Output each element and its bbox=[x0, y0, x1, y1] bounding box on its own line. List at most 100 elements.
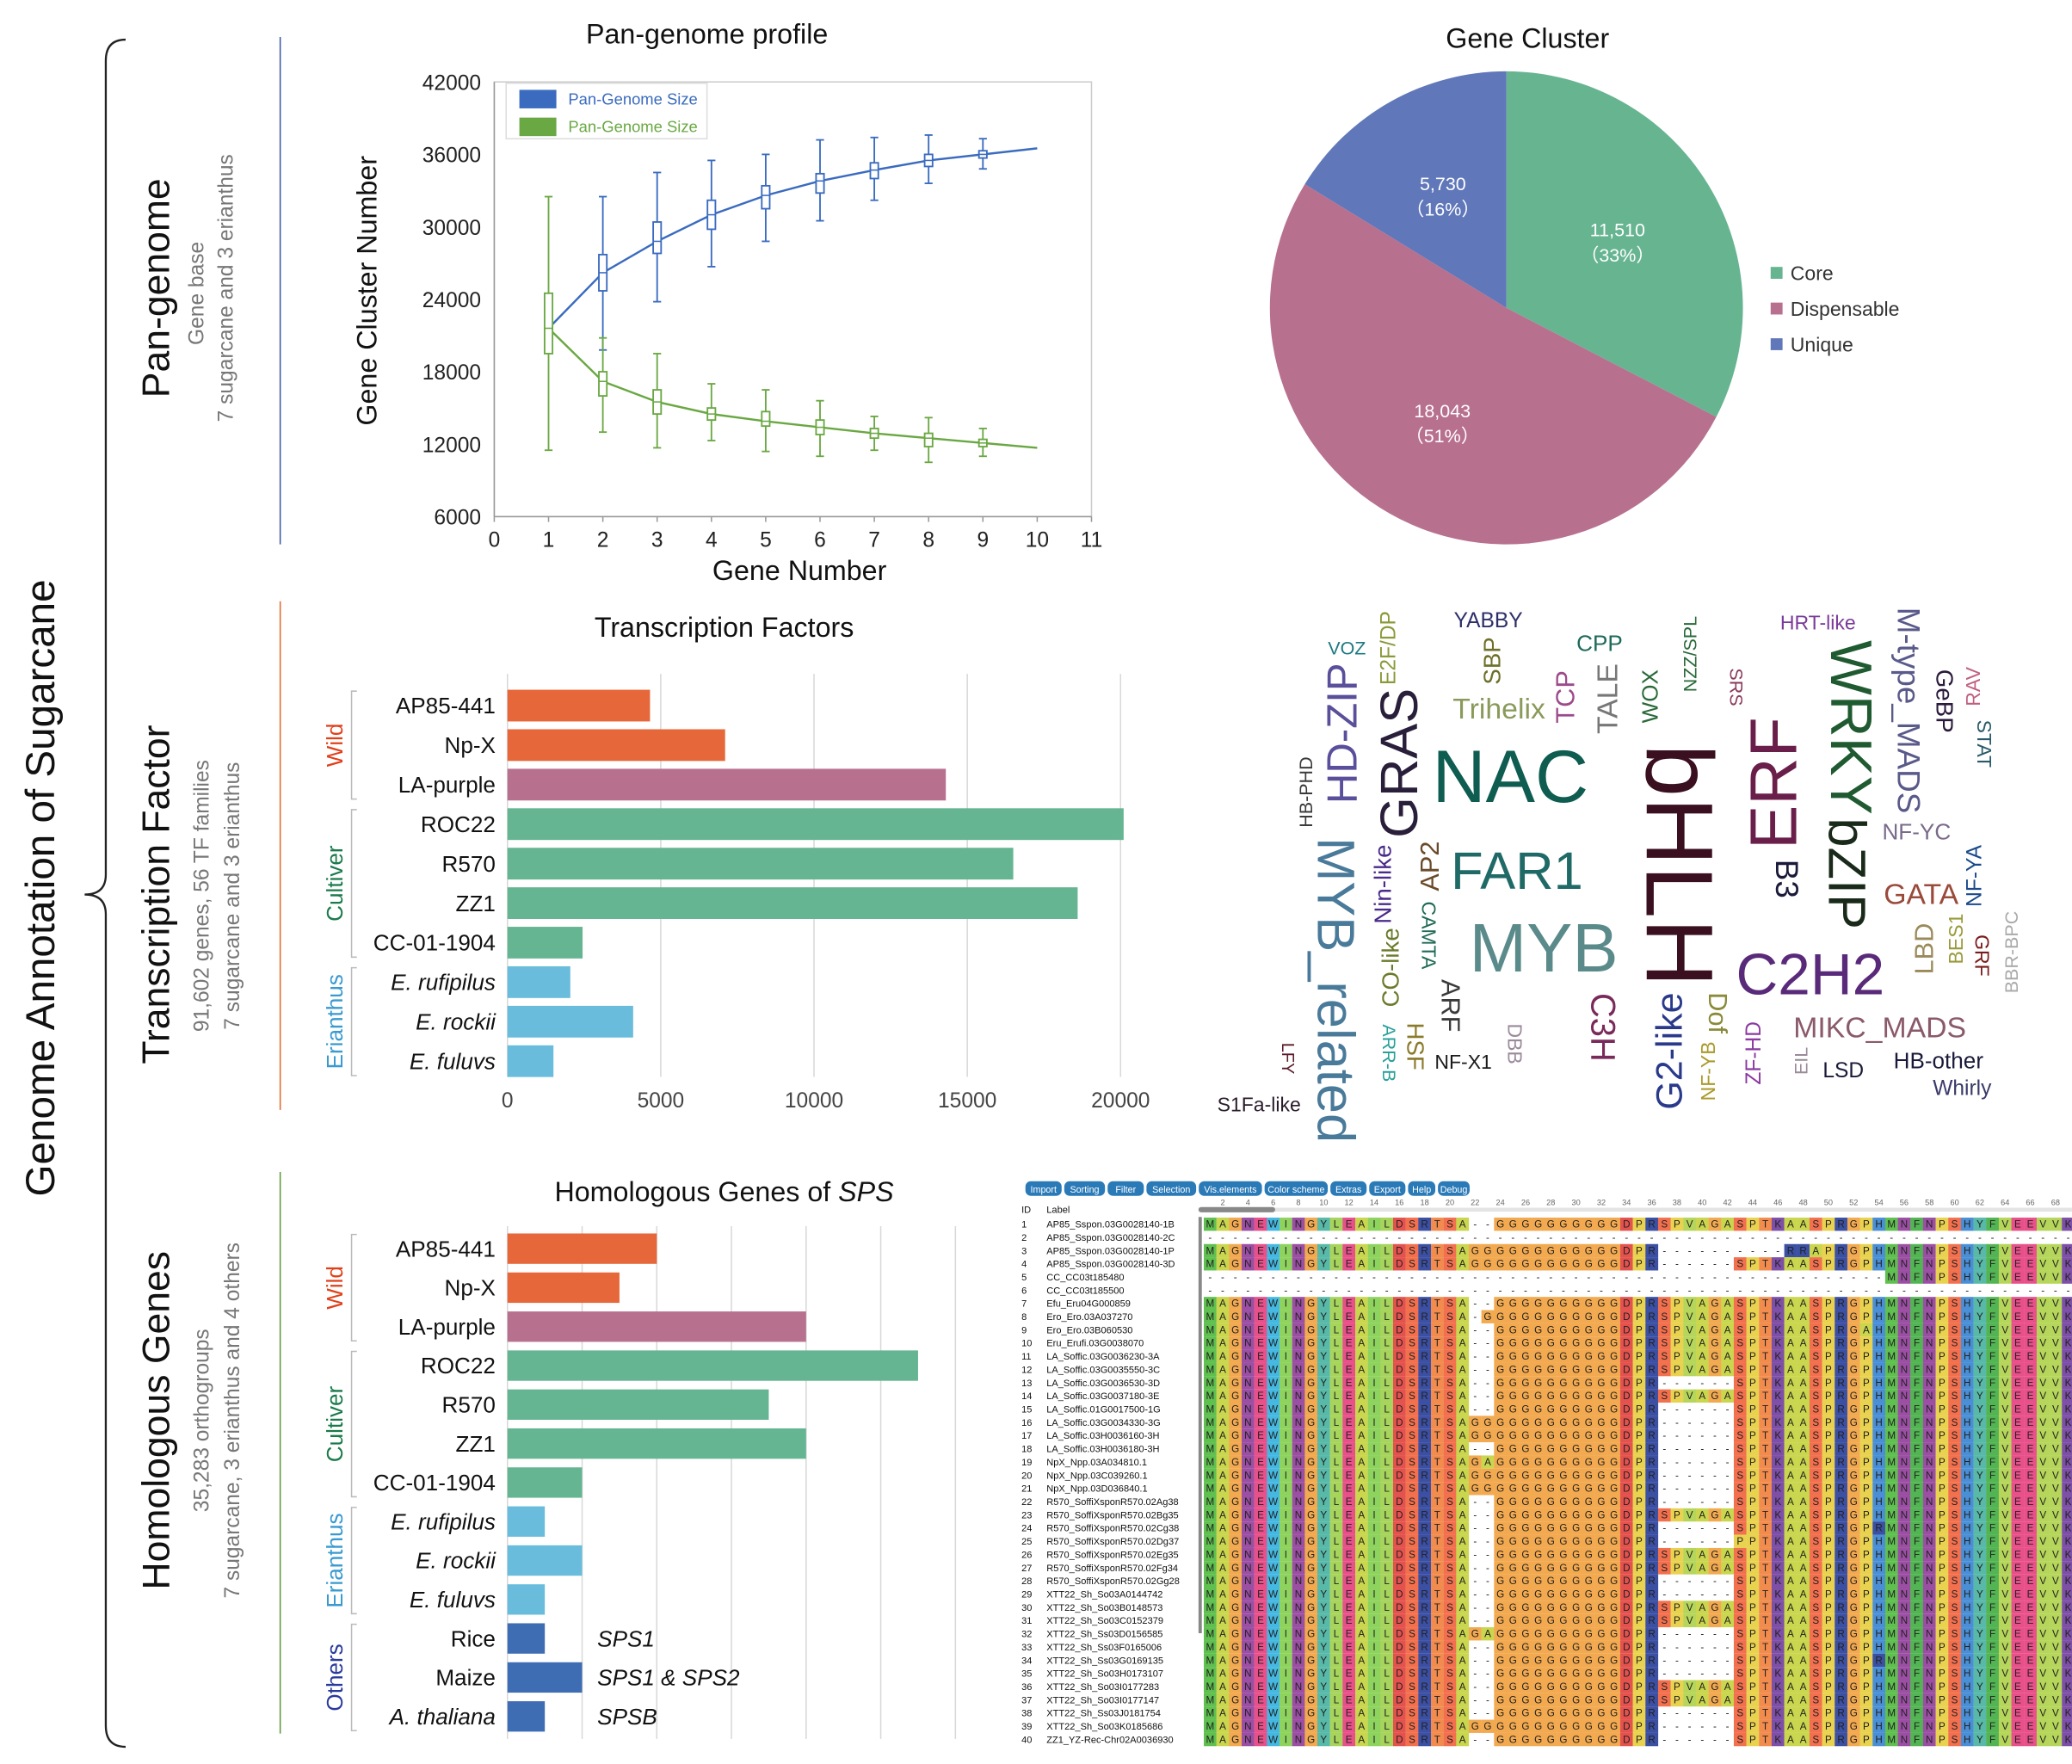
alignment-row[interactable]: 6 CC_CC03t185500- - - - - - - - - - - - - - - - - - - - - - - - -… bbox=[1021, 1285, 2070, 1296]
residue: N bbox=[1901, 1549, 1908, 1560]
alignment-row[interactable]: 19 NpX_Npp.03A034810.1 M A G N E W I N G Y L E A I L D S R T… bbox=[1021, 1455, 2072, 1469]
alignment-row[interactable]: 32 XTT22_Sh_Ss03D0156585 M A G N E W I N G Y L E A I L D S… bbox=[1021, 1627, 2072, 1641]
alignment-row[interactable]: 8 Ero_Ero.03A037270 M A G N E W I N G Y L E A I L D S R T S A -… bbox=[1021, 1310, 2072, 1323]
residue: N bbox=[1901, 1483, 1908, 1495]
residue: - bbox=[1473, 1615, 1477, 1626]
alignment-row[interactable]: 22 R570_SoffiXsponR570.02Ag38 M A G N E W I N G Y L E… bbox=[1021, 1495, 2072, 1508]
row-id: 3 bbox=[1021, 1246, 1027, 1256]
alignment-row[interactable]: 1 AP85_Sspon.03G0028140-1B M A G N E W I N G Y L E A I L… bbox=[1021, 1218, 2072, 1231]
toolbar-button-color-scheme[interactable]: Color scheme bbox=[1264, 1181, 1329, 1196]
residue: L bbox=[1334, 1378, 1340, 1389]
toolbar-button-help[interactable]: Help bbox=[1408, 1181, 1436, 1196]
vertical-scrollbar[interactable] bbox=[1198, 1217, 1202, 1633]
residue: G bbox=[1547, 1298, 1555, 1310]
residue: R bbox=[1648, 1523, 1655, 1534]
residue: E bbox=[2014, 1470, 2021, 1481]
residue: P bbox=[1825, 1298, 1832, 1310]
alignment-row[interactable]: 7 Efu_Eru04G000859 M A G N E W I N G Y L E A I L D S R T S A - -… bbox=[1021, 1297, 2072, 1311]
residue: N bbox=[1244, 1681, 1251, 1693]
alignment-row[interactable]: 3 AP85_Sspon.03G0028140-1P M A G N E W I N G Y L E A I L… bbox=[1021, 1243, 2072, 1258]
residue-cell bbox=[1216, 1297, 1230, 1311]
alignment-row[interactable]: 26 R570_SoffiXsponR570.02Eg35 M A G N E W I N G Y L E… bbox=[1021, 1547, 2072, 1562]
residue: - bbox=[1347, 1285, 1351, 1296]
toolbar-button-selection[interactable]: Selection bbox=[1146, 1181, 1197, 1196]
toolbar-button-extras[interactable]: Extras bbox=[1330, 1181, 1367, 1196]
alignment-row[interactable]: 17 LA_Soffic.03H0036160-3H M A G N E W I N G Y L E A I L… bbox=[1021, 1428, 2072, 1443]
residue: - bbox=[1700, 1629, 1704, 1640]
residue: I bbox=[1372, 1563, 1375, 1574]
toolbar-button-vis-elements[interactable]: Vis.elements bbox=[1199, 1181, 1262, 1196]
residue-cell bbox=[1960, 1336, 1974, 1350]
residue: - bbox=[1473, 1496, 1477, 1508]
residue: S bbox=[1409, 1536, 1415, 1547]
alignment-row[interactable]: 21 NpX_Npp.03D036840.1 M A G N E W I N G Y L E A I L D S R T… bbox=[1021, 1482, 2072, 1496]
residue: P bbox=[1825, 1351, 1832, 1362]
residue: - bbox=[1675, 1245, 1679, 1256]
alignment-row[interactable]: 4 AP85_Sspon.03G0028140-3D M A G N E W I N G Y L E A I L… bbox=[1021, 1257, 2072, 1271]
residue: R bbox=[1837, 1430, 1844, 1441]
residue-cell bbox=[1506, 1310, 1520, 1323]
alignment-row[interactable]: 18 LA_Soffic.03H0036180-3H M A G N E W I N G Y L E A I L… bbox=[1021, 1442, 2072, 1456]
residue: P bbox=[1749, 1219, 1756, 1230]
alignment-row[interactable]: 12 LA_Soffic.03G0035550-3C M A G N E W I N G Y L E A I L… bbox=[1021, 1362, 2072, 1377]
alignment-row[interactable]: 9 Ero_Ero.03B060530 M A G N E W I N G Y L E A I L D S R T S A -… bbox=[1021, 1323, 2072, 1337]
residue: Y bbox=[1976, 1351, 1983, 1362]
residue-cell bbox=[1986, 1310, 2000, 1323]
alignment-row[interactable]: 24 R570_SoffiXsponR570.02Cg38 M A G N E W I N G Y L E… bbox=[1021, 1521, 2072, 1535]
alignment-row[interactable]: 29 XTT22_Sh_So03A0144742 M A G N E W I N G Y L E A I L D S… bbox=[1021, 1588, 2072, 1601]
residue: E bbox=[2014, 1615, 2021, 1626]
alignment-row[interactable]: 36 XTT22_Sh_So03I0177283 M A G N E W I N G Y L E A I L D S… bbox=[1021, 1680, 2072, 1693]
residue-cell bbox=[1242, 1218, 1255, 1231]
residue: - bbox=[1486, 1298, 1489, 1310]
alignment-row[interactable]: 5 CC_CC03t185480- - - - - - - - - - - - - - - - - - - - - - - - -… bbox=[1021, 1270, 2072, 1284]
residue: - bbox=[1802, 1272, 1805, 1283]
toolbar-button-debug[interactable]: Debug bbox=[1438, 1181, 1470, 1196]
residue: P bbox=[1939, 1563, 1946, 1574]
residue: S bbox=[1952, 1338, 1958, 1349]
scrollbar-thumb[interactable] bbox=[1198, 1206, 1275, 1212]
residue: - bbox=[1486, 1509, 1489, 1520]
alignment-row[interactable]: 20 NpX_Npp.03C039260.1 M A G N E W I N G Y L E A I L D S R T… bbox=[1021, 1468, 2072, 1483]
residue: H bbox=[1875, 1457, 1882, 1468]
residue: R bbox=[1421, 1496, 1428, 1508]
alignment-row[interactable]: 33 XTT22_Sh_Ss03F0165006 M A G N E W I N G Y L E A I L D S… bbox=[1021, 1640, 2072, 1654]
alignment-row[interactable]: 34 XTT22_Sh_Ss03G0169135 M A G N E W I N G Y L E A I L D S… bbox=[1021, 1653, 2072, 1668]
residue: V bbox=[2039, 1219, 2046, 1230]
alignment-row[interactable]: 15 LA_Soffic.01G0017500-1G M A G N E W I N G Y L E A I L… bbox=[1021, 1403, 2072, 1416]
residue: - bbox=[1751, 1285, 1754, 1296]
residue: Y bbox=[1320, 1311, 1327, 1323]
residue: M bbox=[1206, 1549, 1214, 1560]
residue: N bbox=[1244, 1457, 1251, 1468]
alignment-row[interactable]: 23 R570_SoffiXsponR570.02Bg35 M A G N E W I N G Y L E… bbox=[1021, 1508, 2072, 1522]
alignment-row[interactable]: 2 AP85_Sspon.03G0028140-2C - - - - - - - - - - - - - - -… bbox=[1021, 1232, 2070, 1243]
residue: T bbox=[1762, 1523, 1768, 1534]
alignment-row[interactable]: 11 LA_Soffic.03G0036230-3A M A G N E W I N G Y L E A I L… bbox=[1021, 1349, 2072, 1363]
residue: - bbox=[1662, 1470, 1666, 1481]
residue: D bbox=[1396, 1563, 1403, 1574]
residue: M bbox=[1887, 1563, 1896, 1574]
residue: - bbox=[1688, 1378, 1692, 1389]
residue: H bbox=[1964, 1444, 1970, 1455]
toolbar-button-export[interactable]: Export bbox=[1369, 1181, 1406, 1196]
x-tick-label: 11 bbox=[1081, 529, 1102, 552]
section-homologous-genes: Homologous Genes 35,283 orthogroups 7 su… bbox=[136, 1172, 281, 1734]
residue: K bbox=[1774, 1324, 1781, 1335]
alignment-row[interactable]: 27 R570_SoffiXsponR570.02Fg34 M A G N E W I N G Y L E… bbox=[1021, 1561, 2072, 1575]
alignment-row[interactable]: 14 LA_Soffic.03G0037180-3E M A G N E W I N G Y L E A I L… bbox=[1021, 1389, 2072, 1403]
toolbar-button-filter[interactable]: Filter bbox=[1107, 1181, 1144, 1196]
row-label: R570_SoffiXsponR570.02Bg35 bbox=[1046, 1510, 1178, 1520]
residue: N bbox=[1244, 1444, 1251, 1455]
toolbar-button-sorting[interactable]: Sorting bbox=[1064, 1181, 1106, 1196]
alignment-row[interactable]: 16 LA_Soffic.03G0034330-3G M A G N E W I N G Y L E A I L… bbox=[1021, 1416, 2072, 1429]
alignment-row[interactable]: 31 XTT22_Sh_So03C0152379 M A G N E W I N G Y L E A I L D S… bbox=[1021, 1613, 2072, 1628]
alignment-row[interactable]: 10 Eru_Erufi.03G0038070 M A G N E W I N G Y L E A I L D S R… bbox=[1021, 1336, 2072, 1350]
alignment-row[interactable]: 13 LA_Soffic.03G0036530-3D M A G N E W I N G Y L E A I L… bbox=[1021, 1376, 2072, 1390]
alignment-row[interactable]: 28 R570_SoffiXsponR570.02Gg28 M A G N E W I N G Y L E… bbox=[1021, 1574, 2072, 1588]
residue: S bbox=[1409, 1549, 1415, 1560]
alignment-row[interactable]: 30 XTT22_Sh_So03B0148573 M A G N E W I N G Y L E A I L D S… bbox=[1021, 1601, 2072, 1614]
residue: G bbox=[1559, 1311, 1567, 1323]
alignment-row[interactable]: 25 R570_SoffiXsponR570.02Dg37 M A G N E W I N G Y L E… bbox=[1021, 1534, 2072, 1548]
toolbar-button-import[interactable]: Import bbox=[1025, 1181, 1062, 1196]
horizontal-scrollbar[interactable] bbox=[1198, 1207, 2072, 1212]
alignment-row[interactable]: 35 XTT22_Sh_So03H0173107 M A G N E W I N G Y L E A I L D S… bbox=[1021, 1667, 2072, 1681]
